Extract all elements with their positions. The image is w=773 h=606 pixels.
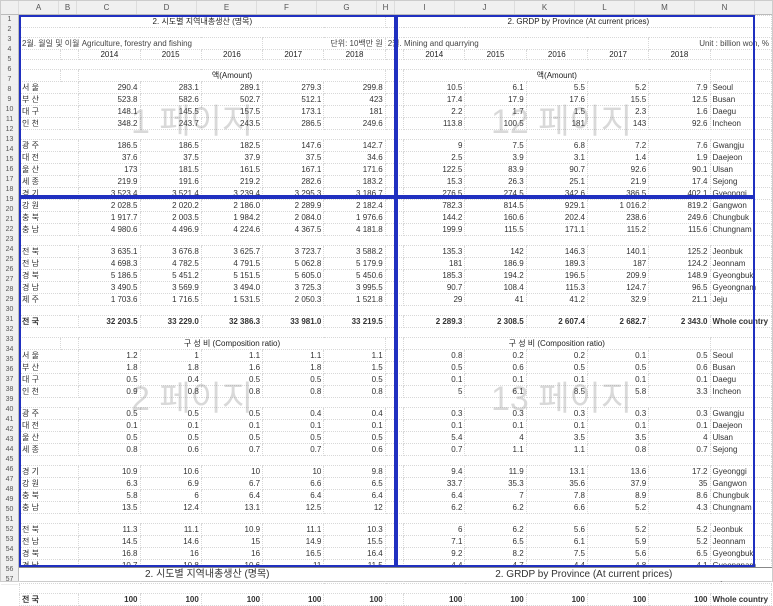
row-header-48[interactable]: 48 <box>1 485 18 495</box>
footer-title-right: 2. GRDP by Province (At current prices) <box>396 568 773 581</box>
row-header-41[interactable]: 41 <box>1 415 18 425</box>
row-header-30[interactable]: 30 <box>1 305 18 315</box>
row-header-4[interactable]: 4 <box>1 45 18 55</box>
row-header-47[interactable]: 47 <box>1 475 18 485</box>
row-header-24[interactable]: 24 <box>1 245 18 255</box>
row-header-38[interactable]: 38 <box>1 385 18 395</box>
row-header-34[interactable]: 34 <box>1 345 18 355</box>
row-header-49[interactable]: 49 <box>1 495 18 505</box>
row-header-36[interactable]: 36 <box>1 365 18 375</box>
row-header-29[interactable]: 29 <box>1 295 18 305</box>
row-header-40[interactable]: 40 <box>1 405 18 415</box>
row-header-43[interactable]: 43 <box>1 435 18 445</box>
row-header-32[interactable]: 32 <box>1 325 18 335</box>
row-header-45[interactable]: 45 <box>1 455 18 465</box>
row-header-19[interactable]: 19 <box>1 195 18 205</box>
row-header-23[interactable]: 23 <box>1 235 18 245</box>
row-header-6[interactable]: 6 <box>1 65 18 75</box>
col-header-H[interactable]: H <box>377 1 395 14</box>
row-header-51[interactable]: 51 <box>1 515 18 525</box>
col-header-C[interactable]: C <box>77 1 137 14</box>
row-header-17[interactable]: 17 <box>1 175 18 185</box>
row-headers: 1234567891011121314151617181920212223242… <box>1 15 19 581</box>
col-header-B[interactable]: B <box>59 1 77 14</box>
col-header-M[interactable]: M <box>635 1 695 14</box>
row-header-35[interactable]: 35 <box>1 355 18 365</box>
col-header-F[interactable]: F <box>257 1 317 14</box>
row-header-5[interactable]: 5 <box>1 55 18 65</box>
row-header-25[interactable]: 25 <box>1 255 18 265</box>
row-header-54[interactable]: 54 <box>1 545 18 555</box>
col-header-G[interactable]: G <box>317 1 377 14</box>
row-header-16[interactable]: 16 <box>1 165 18 175</box>
row-header-12[interactable]: 12 <box>1 125 18 135</box>
col-header-E[interactable]: E <box>197 1 257 14</box>
row-header-27[interactable]: 27 <box>1 275 18 285</box>
row-header-42[interactable]: 42 <box>1 425 18 435</box>
row-header-7[interactable]: 7 <box>1 75 18 85</box>
row-header-10[interactable]: 10 <box>1 105 18 115</box>
row-header-14[interactable]: 14 <box>1 145 18 155</box>
row-header-18[interactable]: 18 <box>1 185 18 195</box>
col-header-L[interactable]: L <box>575 1 635 14</box>
grid-area: 2. 시도별 지역내총생산 (명목)2. GRDP by Province (A… <box>19 15 772 581</box>
row-header-20[interactable]: 20 <box>1 205 18 215</box>
col-header-A[interactable]: A <box>19 1 59 14</box>
row-header-56[interactable]: 56 <box>1 565 18 575</box>
col-header-I[interactable]: I <box>395 1 455 14</box>
row-header-26[interactable]: 26 <box>1 265 18 275</box>
row-header-57[interactable]: 57 <box>1 575 18 585</box>
row-header-3[interactable]: 3 <box>1 35 18 45</box>
row-header-50[interactable]: 50 <box>1 505 18 515</box>
row-header-9[interactable]: 9 <box>1 95 18 105</box>
row-header-1[interactable]: 1 <box>1 15 18 25</box>
col-header-J[interactable]: J <box>455 1 515 14</box>
row-header-37[interactable]: 37 <box>1 375 18 385</box>
footer-title-left: 2. 시도별 지역내총생산 (명목) <box>19 568 396 581</box>
row-header-2[interactable]: 2 <box>1 25 18 35</box>
col-header-K[interactable]: K <box>515 1 575 14</box>
row-header-39[interactable]: 39 <box>1 395 18 405</box>
row-header-55[interactable]: 55 <box>1 555 18 565</box>
column-headers: ABCDEFGHIJKLMN <box>1 1 772 15</box>
col-header-D[interactable]: D <box>137 1 197 14</box>
row-header-44[interactable]: 44 <box>1 445 18 455</box>
row-header-31[interactable]: 31 <box>1 315 18 325</box>
row-header-13[interactable]: 13 <box>1 135 18 145</box>
row-header-11[interactable]: 11 <box>1 115 18 125</box>
row-header-53[interactable]: 53 <box>1 535 18 545</box>
row-header-28[interactable]: 28 <box>1 285 18 295</box>
data-table: 2. 시도별 지역내총생산 (명목)2. GRDP by Province (A… <box>19 15 772 606</box>
row-header-21[interactable]: 21 <box>1 215 18 225</box>
footer-titles: 2. 시도별 지역내총생산 (명목) 2. GRDP by Province (… <box>19 567 772 581</box>
col-header-N[interactable]: N <box>695 1 755 14</box>
row-header-33[interactable]: 33 <box>1 335 18 345</box>
row-header-8[interactable]: 8 <box>1 85 18 95</box>
row-header-15[interactable]: 15 <box>1 155 18 165</box>
spreadsheet-sheet: ABCDEFGHIJKLMN 1234567891011121314151617… <box>0 0 773 582</box>
row-header-46[interactable]: 46 <box>1 465 18 475</box>
row-header-52[interactable]: 52 <box>1 525 18 535</box>
row-header-22[interactable]: 22 <box>1 225 18 235</box>
